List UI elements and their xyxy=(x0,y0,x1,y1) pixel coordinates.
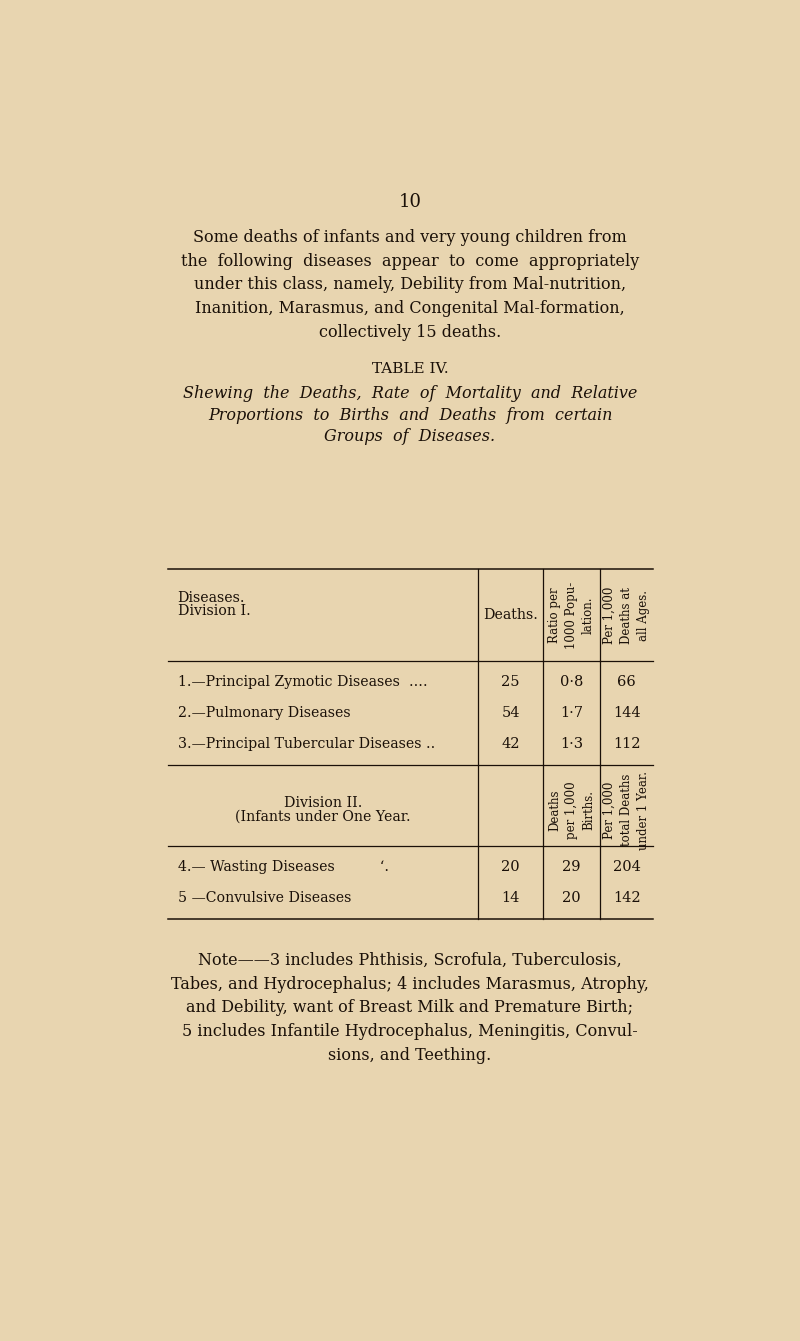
Text: 1·7: 1·7 xyxy=(560,707,583,720)
Text: Tabes, and Hydrocephalus; 4 includes Marasmus, Atrophy,: Tabes, and Hydrocephalus; 4 includes Mar… xyxy=(171,976,649,992)
Text: 66: 66 xyxy=(618,676,636,689)
Text: 5 includes Infantile Hydrocephalus, Meningitis, Convul-: 5 includes Infantile Hydrocephalus, Meni… xyxy=(182,1023,638,1041)
Text: sions, and Teething.: sions, and Teething. xyxy=(328,1047,492,1065)
Text: 112: 112 xyxy=(613,738,640,751)
Text: 42: 42 xyxy=(502,738,520,751)
Text: 1.—Principal Zymotic Diseases  ….: 1.—Principal Zymotic Diseases …. xyxy=(178,676,427,689)
Text: Per 1,000
total Deaths
under 1 Year.: Per 1,000 total Deaths under 1 Year. xyxy=(603,771,650,850)
Text: TABLE IV.: TABLE IV. xyxy=(372,362,448,375)
Text: 3.—Principal Tubercular Diseases ..: 3.—Principal Tubercular Diseases .. xyxy=(178,738,434,751)
Text: and Debility, want of Breast Milk and Premature Birth;: and Debility, want of Breast Milk and Pr… xyxy=(186,999,634,1016)
Text: Some deaths of infants and very young children from: Some deaths of infants and very young ch… xyxy=(193,229,627,245)
Text: Per 1,000
Deaths at
all Ages.: Per 1,000 Deaths at all Ages. xyxy=(603,586,650,644)
Text: the  following  diseases  appear  to  come  appropriately: the following diseases appear to come ap… xyxy=(181,252,639,270)
Text: Division II.: Division II. xyxy=(284,797,362,810)
Text: Note——3 includes Phthisis, Scrofula, Tuberculosis,: Note——3 includes Phthisis, Scrofula, Tub… xyxy=(198,952,622,968)
Text: collectively 15 deaths.: collectively 15 deaths. xyxy=(319,325,501,341)
Text: Shewing  the  Deaths,  Rate  of  Mortality  and  Relative: Shewing the Deaths, Rate of Mortality an… xyxy=(183,385,637,402)
Text: 29: 29 xyxy=(562,860,581,874)
Text: under this class, namely, Debility from Mal-nutrition,: under this class, namely, Debility from … xyxy=(194,276,626,294)
Text: Division I.: Division I. xyxy=(178,605,250,618)
Text: Deaths
per 1,000
Births.: Deaths per 1,000 Births. xyxy=(548,782,595,839)
Text: 2.—Pulmonary Diseases: 2.—Pulmonary Diseases xyxy=(178,707,395,720)
Text: 54: 54 xyxy=(502,707,520,720)
Text: 14: 14 xyxy=(502,890,520,905)
Text: 144: 144 xyxy=(613,707,641,720)
Text: 25: 25 xyxy=(502,676,520,689)
Text: Deaths.: Deaths. xyxy=(483,607,538,621)
Text: 5 —Convulsive Diseases: 5 —Convulsive Diseases xyxy=(178,890,391,905)
Text: 4.— Wasting Diseases          ‘.: 4.— Wasting Diseases ‘. xyxy=(178,860,389,874)
Text: Diseases.: Diseases. xyxy=(178,590,245,605)
Text: 1·3: 1·3 xyxy=(560,738,583,751)
Text: 20: 20 xyxy=(502,860,520,874)
Text: 10: 10 xyxy=(398,193,422,212)
Text: (Infants under One Year.: (Infants under One Year. xyxy=(235,810,411,823)
Text: 20: 20 xyxy=(562,890,581,905)
Text: 0·8: 0·8 xyxy=(560,676,583,689)
Text: 142: 142 xyxy=(613,890,641,905)
Text: Inanition, Marasmus, and Congenital Mal-formation,: Inanition, Marasmus, and Congenital Mal-… xyxy=(195,300,625,318)
Text: Ratio per
1000 Popu-
lation.: Ratio per 1000 Popu- lation. xyxy=(548,582,595,649)
Text: Proportions  to  Births  and  Deaths  from  certain: Proportions to Births and Deaths from ce… xyxy=(208,406,612,424)
Text: 204: 204 xyxy=(613,860,641,874)
Text: Groups  of  Diseases.: Groups of Diseases. xyxy=(325,428,495,445)
